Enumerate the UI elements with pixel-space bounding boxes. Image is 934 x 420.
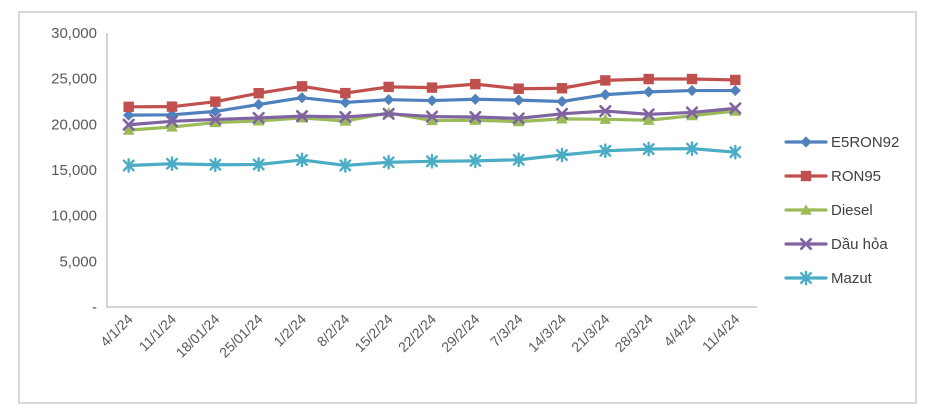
x-tick-label: 21/3/24 xyxy=(568,311,612,355)
chart-border xyxy=(18,11,917,404)
y-tick-label: 25,000 xyxy=(51,71,97,88)
legend-label: Mazut xyxy=(831,270,873,287)
legend-item-RON95: RON95 xyxy=(784,168,881,185)
x-tick-label: 4/1/24 xyxy=(97,311,136,350)
y-tick-label: 10,000 xyxy=(51,208,97,225)
y-tick-label: 20,000 xyxy=(51,116,97,133)
legend-label: Dầu hỏa xyxy=(831,236,888,253)
x-tick-label: 4/4/24 xyxy=(660,311,699,350)
legend-item-Dầu hỏa: Dầu hỏa xyxy=(784,236,888,253)
y-tick-label: 15,000 xyxy=(51,162,97,179)
series-Dầu hỏa xyxy=(122,102,742,131)
legend-item-Diesel: Diesel xyxy=(784,202,873,219)
x-tick-label: 15/2/24 xyxy=(351,311,395,355)
axis-lines xyxy=(106,33,757,308)
x-tick-label: 7/3/24 xyxy=(487,311,526,350)
x-tick-label: 22/2/24 xyxy=(395,311,439,355)
legend-item-Mazut: Mazut xyxy=(784,270,873,287)
x-tick-label: 25/01/24 xyxy=(216,311,266,361)
legend-item-E5RON92: E5RON92 xyxy=(784,134,899,151)
x-tick-label: 18/01/24 xyxy=(173,311,223,361)
series-RON95 xyxy=(123,73,741,113)
x-tick-label: 14/3/24 xyxy=(525,311,569,355)
y-tick-label: 30,000 xyxy=(51,25,97,42)
y-tick-label: - xyxy=(92,299,97,316)
legend-label: E5RON92 xyxy=(831,134,899,151)
x-tick-label: 28/3/24 xyxy=(611,311,655,355)
x-tick-label: 8/2/24 xyxy=(314,311,353,350)
x-tick-label: 1/2/24 xyxy=(270,311,309,350)
legend-label: RON95 xyxy=(831,168,881,185)
y-tick-label: 5,000 xyxy=(59,253,97,270)
legend: E5RON92 RON95 Diesel Dầu hỏa Mazut xyxy=(784,134,899,287)
x-tick-label: 29/2/24 xyxy=(438,311,482,355)
y-axis-tick-labels: 30,000 25,000 20,000 15,000 10,000 5,000 - xyxy=(51,25,97,316)
legend-label: Diesel xyxy=(831,202,873,219)
x-tick-label: 11/4/24 xyxy=(699,311,743,355)
series-Mazut xyxy=(122,141,742,173)
